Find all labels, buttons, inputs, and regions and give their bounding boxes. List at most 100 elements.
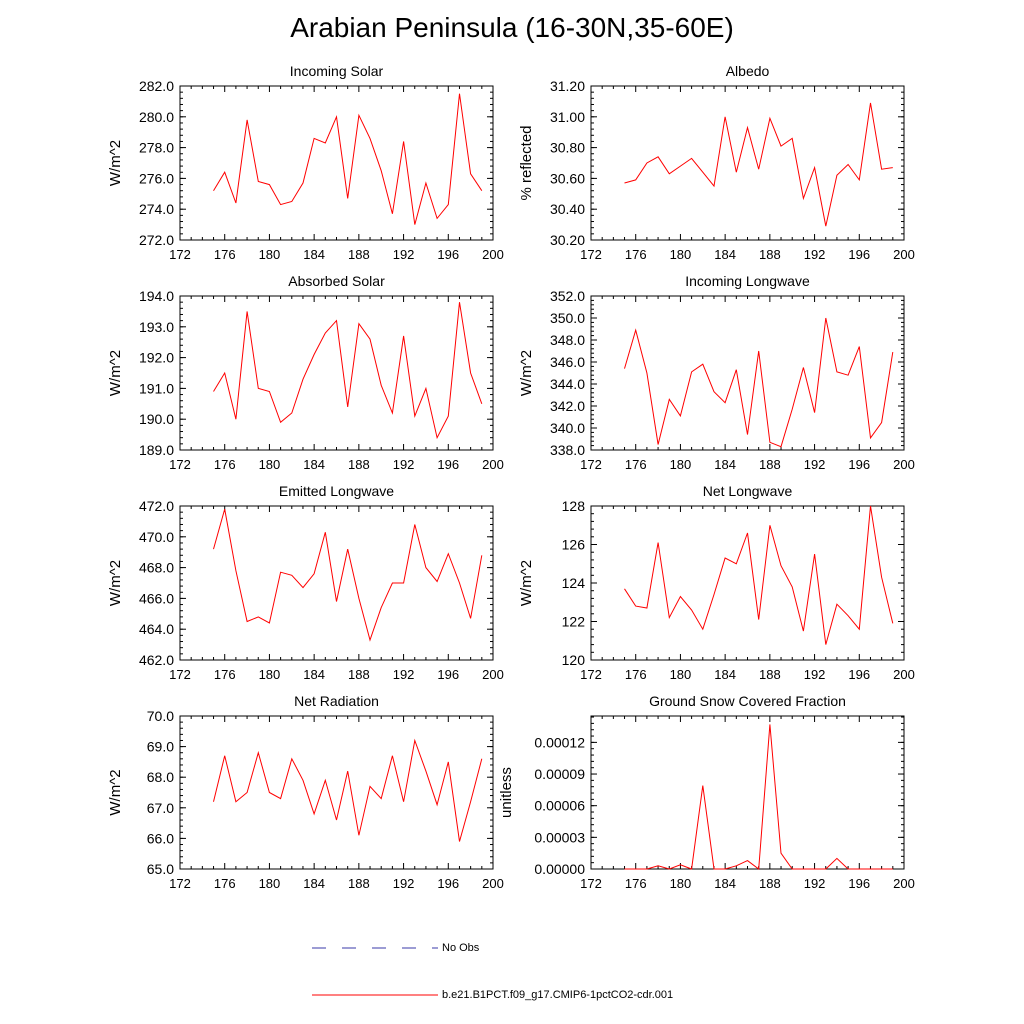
panel-title-incoming-longwave: Incoming Longwave (685, 273, 810, 289)
x-tick-label: 200 (482, 876, 504, 891)
x-tick-label: 200 (482, 247, 504, 262)
y-tick-label: 192.0 (139, 350, 174, 366)
panel-albedo: 172 176 180 184 188 192 196 200 30.20 30.40 30.60 3… (518, 63, 915, 262)
y-tick-label: 0.00003 (534, 829, 585, 845)
series-line-incoming-longwave (624, 317, 894, 448)
x-tick-label: 188 (348, 457, 370, 472)
x-tick-label: 176 (625, 247, 647, 262)
y-tick-label: 69.0 (147, 739, 174, 755)
y-tick-label: 274.0 (139, 201, 174, 217)
x-tick-label: 172 (580, 457, 602, 472)
y-tick-label: 0.00000 (534, 861, 585, 877)
x-tick-label: 188 (759, 667, 781, 682)
x-tick-label: 192 (393, 667, 415, 682)
y-tick-label: 472.0 (139, 498, 174, 514)
y-tick-label: 30.60 (550, 170, 585, 186)
series-line-absorbed-solar (213, 302, 483, 440)
panel-net-longwave: 172 176 180 184 188 192 196 200 120 122 124 126 128 N… (518, 483, 915, 682)
y-tick-label: 350.0 (550, 310, 585, 326)
y-tick-label: 31.00 (550, 109, 585, 125)
y-tick-label: 462.0 (139, 652, 174, 668)
x-tick-label: 196 (848, 667, 870, 682)
x-tick-label: 188 (348, 876, 370, 891)
legend-label-no-obs: No Obs (442, 942, 480, 954)
y-tick-label: 122 (562, 614, 586, 630)
x-tick-label: 180 (259, 247, 281, 262)
x-tick-label: 196 (437, 667, 459, 682)
x-tick-label: 172 (580, 876, 602, 891)
series-line-net-longwave (624, 505, 894, 645)
x-tick-label: 192 (393, 876, 415, 891)
x-tick-label: 184 (303, 876, 325, 891)
y-tick-label: 0.00009 (534, 766, 585, 782)
x-tick-label: 180 (670, 247, 692, 262)
panel-title-ground-snow-covered-fraction: Ground Snow Covered Fraction (649, 693, 846, 709)
y-axis-label-emitted-longwave: W/m^2 (107, 560, 124, 606)
x-tick-label: 180 (670, 667, 692, 682)
x-tick-label: 200 (893, 457, 915, 472)
x-tick-label: 176 (625, 457, 647, 472)
series-line-ground-snow-covered-fraction (624, 724, 893, 870)
x-tick-label: 172 (169, 876, 191, 891)
y-tick-label: 282.0 (139, 78, 174, 94)
x-tick-label: 192 (393, 247, 415, 262)
y-tick-label: 278.0 (139, 140, 174, 156)
x-tick-label: 188 (759, 247, 781, 262)
y-tick-label: 342.0 (550, 398, 585, 414)
y-axis-label-net-longwave: W/m^2 (518, 560, 535, 606)
y-tick-label: 65.0 (147, 861, 174, 877)
y-tick-label: 346.0 (550, 354, 585, 370)
y-tick-label: 128 (562, 498, 586, 514)
x-tick-label: 176 (625, 876, 647, 891)
y-tick-label: 280.0 (139, 109, 174, 125)
y-tick-label: 352.0 (550, 288, 585, 304)
y-tick-label: 0.00012 (534, 734, 585, 750)
x-tick-label: 196 (437, 457, 459, 472)
x-tick-label: 172 (169, 457, 191, 472)
y-tick-label: 348.0 (550, 332, 585, 348)
y-axis-label-net-radiation: W/m^2 (107, 769, 124, 815)
x-tick-label: 180 (670, 876, 692, 891)
x-tick-label: 188 (348, 667, 370, 682)
y-axis-label-ground-snow-covered-fraction: unitless (498, 767, 515, 818)
x-tick-label: 196 (437, 876, 459, 891)
y-tick-label: 30.40 (550, 201, 585, 217)
y-tick-label: 31.20 (550, 78, 585, 94)
x-tick-label: 200 (482, 667, 504, 682)
x-tick-label: 184 (303, 247, 325, 262)
series-line-emitted-longwave (213, 508, 483, 642)
panel-title-absorbed-solar: Absorbed Solar (288, 273, 385, 289)
y-tick-label: 272.0 (139, 232, 174, 248)
y-tick-label: 340.0 (550, 420, 585, 436)
y-tick-label: 468.0 (139, 560, 174, 576)
y-tick-label: 30.20 (550, 232, 585, 248)
y-tick-label: 189.0 (139, 442, 174, 458)
x-tick-label: 180 (259, 667, 281, 682)
x-tick-label: 176 (625, 667, 647, 682)
series-line-albedo (624, 102, 893, 227)
x-tick-label: 192 (804, 247, 826, 262)
y-tick-label: 68.0 (147, 769, 174, 785)
y-tick-label: 191.0 (139, 380, 174, 396)
y-tick-label: 120 (562, 652, 586, 668)
x-tick-label: 176 (214, 667, 236, 682)
x-tick-label: 200 (893, 667, 915, 682)
x-tick-label: 180 (259, 876, 281, 891)
x-tick-label: 188 (759, 457, 781, 472)
panel-ground-snow-covered-fraction: 172 176 180 184 188 192 196 200 0.00000 0.00003 0.… (498, 693, 915, 891)
y-tick-label: 193.0 (139, 319, 174, 335)
panel-title-net-radiation: Net Radiation (294, 693, 379, 709)
panel-title-incoming-solar: Incoming Solar (290, 63, 384, 79)
y-axis-label-absorbed-solar: W/m^2 (107, 350, 124, 396)
y-tick-label: 464.0 (139, 621, 174, 637)
panel-title-albedo: Albedo (726, 63, 770, 79)
y-axis-label-incoming-longwave: W/m^2 (518, 350, 535, 396)
y-tick-label: 190.0 (139, 411, 174, 427)
x-tick-label: 184 (714, 247, 736, 262)
y-tick-label: 338.0 (550, 442, 585, 458)
panel-emitted-longwave: 172 176 180 184 188 192 196 200 462.0 464.0 466.0 4… (107, 483, 504, 682)
panel-title-net-longwave: Net Longwave (703, 483, 793, 499)
y-tick-label: 276.0 (139, 170, 174, 186)
